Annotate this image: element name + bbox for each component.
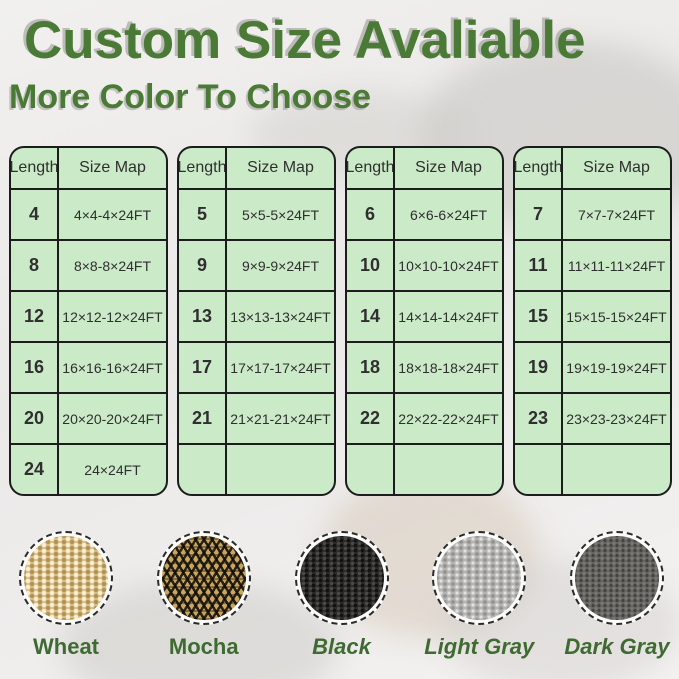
size-map-cell: 17×17-17×24FT — [225, 341, 334, 392]
column-header-size-map: Size Map — [561, 148, 670, 188]
length-cell: 6 — [347, 188, 393, 239]
size-map-cell: 12×12-12×24FT — [57, 290, 166, 341]
length-cell: 19 — [515, 341, 561, 392]
light-gray-fabric-image — [437, 536, 522, 620]
swatch-light-gray: Light Gray — [417, 531, 541, 660]
column-header-size-map: Size Map — [57, 148, 166, 188]
size-map-cell-empty — [393, 443, 502, 494]
size-map-cell: 22×22-22×24FT — [393, 392, 502, 443]
size-map-cell: 11×11-11×24FT — [561, 239, 670, 290]
length-cell-empty — [179, 443, 225, 494]
size-map-cell: 9×9-9×24FT — [225, 239, 334, 290]
swatch-mocha: Mocha — [142, 531, 266, 660]
size-map-cell: 4×4-4×24FT — [57, 188, 166, 239]
length-cell: 11 — [515, 239, 561, 290]
black-fabric-image — [299, 536, 384, 620]
length-cell: 5 — [179, 188, 225, 239]
column-header-length: Length — [179, 159, 225, 176]
length-cell: 8 — [11, 239, 57, 290]
size-map-cell: 24×24FT — [57, 443, 166, 494]
size-table-1: Length Size Map 4 4×4-4×24FT 8 8×8-8×24F… — [9, 146, 168, 496]
dashed-circle — [294, 531, 389, 625]
color-swatches-row: Wheat Mocha Black Light Gray Dark Gray — [0, 531, 679, 660]
size-map-cell: 23×23-23×24FT — [561, 392, 670, 443]
size-map-cell: 14×14-14×24FT — [393, 290, 502, 341]
swatch-dark-gray: Dark Gray — [555, 531, 679, 660]
length-cell: 20 — [11, 392, 57, 443]
length-cell: 13 — [179, 290, 225, 341]
length-cell: 7 — [515, 188, 561, 239]
length-cell: 21 — [179, 392, 225, 443]
column-header-length: Length — [11, 159, 57, 176]
size-map-cell: 18×18-18×24FT — [393, 341, 502, 392]
size-map-cell: 7×7-7×24FT — [561, 188, 670, 239]
dashed-circle — [156, 531, 251, 625]
size-map-cell: 10×10-10×24FT — [393, 239, 502, 290]
column-header-length: Length — [347, 159, 393, 176]
swatch-label-black: Black — [312, 634, 371, 659]
size-map-cell-empty — [225, 443, 334, 494]
length-cell: 14 — [347, 290, 393, 341]
size-tables: Length Size Map 4 4×4-4×24FT 8 8×8-8×24F… — [9, 146, 672, 496]
page-title: Custom Size Avaliable — [24, 11, 586, 70]
size-table-4: Length Size Map 7 7×7-7×24FT 11 11×11-11… — [513, 146, 672, 496]
length-cell: 10 — [347, 239, 393, 290]
length-cell-empty — [347, 443, 393, 494]
swatch-wheat: Wheat — [4, 531, 128, 660]
length-cell: 18 — [347, 341, 393, 392]
wheat-fabric-image — [24, 536, 108, 620]
length-cell: 16 — [11, 341, 57, 392]
column-header-size-map: Size Map — [225, 148, 334, 188]
length-cell: 4 — [11, 188, 57, 239]
page-subtitle: More Color To Choose — [9, 78, 372, 116]
length-cell: 17 — [179, 341, 225, 392]
size-map-cell: 16×16-16×24FT — [57, 341, 166, 392]
size-map-cell: 19×19-19×24FT — [561, 341, 670, 392]
length-cell: 23 — [515, 392, 561, 443]
length-cell: 22 — [347, 392, 393, 443]
swatch-label-mocha: Mocha — [168, 634, 239, 659]
size-table-2: Length Size Map 5 5×5-5×24FT 9 9×9-9×24F… — [177, 146, 336, 496]
dark-gray-fabric-image — [575, 536, 659, 620]
column-header-size-map: Size Map — [393, 148, 502, 188]
size-map-cell: 6×6-6×24FT — [393, 188, 502, 239]
swatch-label-light-gray: Light Gray — [424, 634, 535, 659]
size-map-cell-empty — [561, 443, 670, 494]
dashed-circle — [570, 531, 664, 625]
size-map-cell: 13×13-13×24FT — [225, 290, 334, 341]
size-map-cell: 15×15-15×24FT — [561, 290, 670, 341]
length-cell: 9 — [179, 239, 225, 290]
size-map-cell: 5×5-5×24FT — [225, 188, 334, 239]
size-map-cell: 21×21-21×24FT — [225, 392, 334, 443]
length-cell: 15 — [515, 290, 561, 341]
swatch-black: Black — [280, 531, 404, 660]
size-map-cell: 20×20-20×24FT — [57, 392, 166, 443]
size-map-cell: 8×8-8×24FT — [57, 239, 166, 290]
length-cell-empty — [515, 443, 561, 494]
dashed-circle — [19, 531, 113, 625]
size-table-3: Length Size Map 6 6×6-6×24FT 10 10×10-10… — [345, 146, 504, 496]
dashed-circle — [432, 531, 527, 625]
length-cell: 12 — [11, 290, 57, 341]
swatch-label-wheat: Wheat — [33, 634, 99, 659]
column-header-length: Length — [515, 159, 561, 176]
length-cell: 24 — [11, 443, 57, 494]
mocha-fabric-image — [161, 536, 246, 620]
swatch-label-dark-gray: Dark Gray — [564, 634, 670, 659]
